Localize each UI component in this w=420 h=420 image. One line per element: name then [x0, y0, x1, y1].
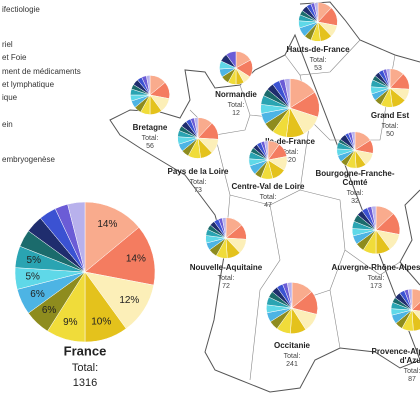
region-name: Bourgogne-Franche- [315, 169, 394, 178]
region-name: Ile-de-France [265, 137, 315, 146]
country-outline [109, 1, 420, 393]
pie-slice [146, 75, 151, 96]
total-label: Total: [368, 275, 385, 282]
region-total: 73 [194, 187, 202, 194]
region-name: Auvergne-Rhône-Alpes [332, 263, 420, 272]
pie-slice [411, 302, 420, 312]
legend-label: embryogenèse [2, 155, 55, 164]
region-name: Bretagne [133, 123, 168, 132]
slice-label: 12% [119, 295, 139, 306]
pie-slice [264, 140, 269, 161]
region-total: 56 [146, 143, 154, 150]
total-label: Total: [404, 368, 420, 375]
region-total: 87 [408, 376, 416, 383]
legend-label: ein [2, 120, 13, 129]
slice-label: 14% [126, 254, 146, 265]
pie-slice [386, 68, 391, 89]
pie-slice [67, 201, 86, 273]
region-total: 47 [264, 202, 272, 209]
region-name: Centre-Val de Loire [232, 182, 305, 191]
region-name: Occitanie [274, 341, 311, 350]
total-label: Total: [228, 102, 245, 109]
legend-label: riel [2, 40, 13, 49]
slice-label: 14% [97, 219, 117, 230]
pie-slice [221, 217, 227, 239]
region-name: Provence-Alpes-Côte [372, 347, 420, 356]
region-total: 32 [351, 198, 359, 205]
pie-slice [193, 117, 199, 139]
region-name: Grand Est [371, 111, 410, 120]
pie-slice [351, 131, 356, 151]
region-total: 241 [286, 361, 298, 368]
france-name: France [64, 343, 107, 358]
slice-label: 6% [30, 289, 45, 300]
legend-label: et Foie [2, 53, 27, 62]
region-total: 50 [386, 131, 394, 138]
pie-slice [284, 78, 291, 109]
legend-label: et lymphatique [2, 80, 55, 89]
slice-label: 10% [91, 317, 111, 328]
slice-label: 5% [26, 272, 41, 283]
total-label: Total: [282, 149, 299, 156]
pie-slice [225, 51, 237, 69]
region-name: Hauts-de-France [286, 45, 350, 54]
total-label: Total: [190, 179, 207, 186]
region-name: Pays de la Loire [168, 167, 229, 176]
total-label: Total: [142, 135, 159, 142]
region-name: Normandie [215, 90, 257, 99]
pie-slice [286, 282, 293, 309]
pie-slice [314, 2, 319, 23]
region-total: 12 [232, 110, 240, 117]
pie-slice [407, 288, 413, 311]
france-total-label: Total: [72, 362, 98, 374]
pie-slice [84, 201, 140, 273]
region-total: 53 [314, 65, 322, 72]
france-total: 1316 [73, 377, 97, 389]
pie-slice [84, 227, 156, 286]
region-total: 72 [222, 283, 230, 290]
total-label: Total: [284, 353, 301, 360]
total-label: Total: [260, 194, 277, 201]
region-total: 173 [370, 283, 382, 290]
legend-label: ifectiologie [2, 5, 40, 14]
total-label: Total: [218, 275, 235, 282]
slice-label: 9% [63, 317, 78, 328]
region-total: 420 [284, 157, 296, 164]
total-label: Total: [382, 123, 399, 130]
region-name: d'Azur [400, 356, 420, 365]
slice-label: 5% [27, 255, 42, 266]
region-name: Comté [343, 178, 368, 187]
legend-label: ique [2, 93, 18, 102]
total-label: Total: [347, 190, 364, 197]
total-label: Total: [310, 57, 327, 64]
pie-slice [371, 205, 377, 231]
legend-label: ment de médicaments [2, 67, 81, 76]
slice-label: 6% [42, 305, 57, 316]
region-name: Nouvelle-Aquitaine [190, 263, 263, 272]
